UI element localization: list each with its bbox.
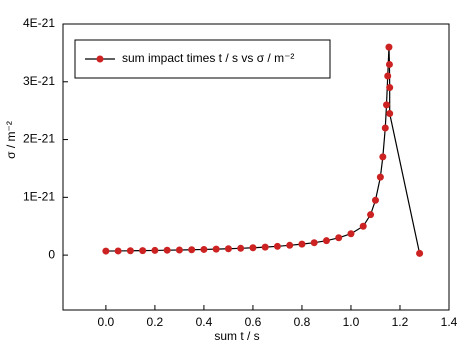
x-axis-label: sum t / s	[214, 329, 259, 343]
data-point	[386, 110, 394, 118]
data-point	[347, 230, 355, 238]
y-tick-label: 3E-21	[23, 74, 55, 88]
data-point	[114, 247, 122, 255]
data-point	[126, 247, 134, 255]
data-point	[381, 124, 389, 132]
x-tick-label: 0.0	[98, 315, 115, 329]
data-point	[310, 239, 318, 247]
data-point	[371, 196, 379, 204]
data-point	[175, 246, 183, 254]
data-point	[188, 246, 196, 254]
data-point	[385, 43, 393, 51]
data-point	[322, 237, 330, 245]
data-point	[224, 245, 232, 253]
data-point	[237, 244, 245, 252]
data-point	[212, 245, 220, 253]
data-point	[335, 234, 343, 242]
x-tick-label: 0.2	[147, 315, 164, 329]
data-point	[385, 60, 393, 68]
y-tick-label: 1E-21	[23, 190, 55, 204]
series-line	[105, 47, 421, 254]
legend-box	[74, 39, 331, 79]
data-point	[379, 153, 387, 161]
data-point	[273, 242, 281, 250]
x-tick-label: 1.2	[392, 315, 409, 329]
data-point	[416, 249, 424, 257]
x-tick-label: 1.0	[343, 315, 360, 329]
data-point	[298, 240, 306, 248]
x-tick-label: 1.4	[441, 315, 458, 329]
y-tick-label: 4E-21	[23, 16, 55, 30]
x-tick-label: 0.8	[294, 315, 311, 329]
data-point	[102, 247, 110, 255]
data-point	[386, 84, 394, 92]
data-point	[249, 244, 257, 252]
data-point	[139, 247, 147, 255]
data-point	[359, 222, 367, 230]
data-point	[376, 173, 384, 181]
y-tick-label: 2E-21	[23, 132, 55, 146]
x-tick-label: 0.6	[245, 315, 262, 329]
data-point	[261, 243, 269, 251]
data-point	[200, 245, 208, 253]
data-point	[384, 72, 392, 80]
data-point	[286, 241, 294, 249]
data-point	[383, 101, 391, 109]
data-point	[163, 246, 171, 254]
data-point	[151, 246, 159, 254]
legend-marker	[96, 55, 104, 63]
legend-label: sum impact times t / s vs σ / m⁻²	[122, 51, 294, 65]
y-tick-label: 0	[48, 247, 55, 261]
data-point	[367, 211, 375, 219]
plot-frame	[62, 23, 450, 311]
y-axis-label: σ / m⁻²	[4, 121, 18, 159]
x-tick-label: 0.4	[196, 315, 213, 329]
